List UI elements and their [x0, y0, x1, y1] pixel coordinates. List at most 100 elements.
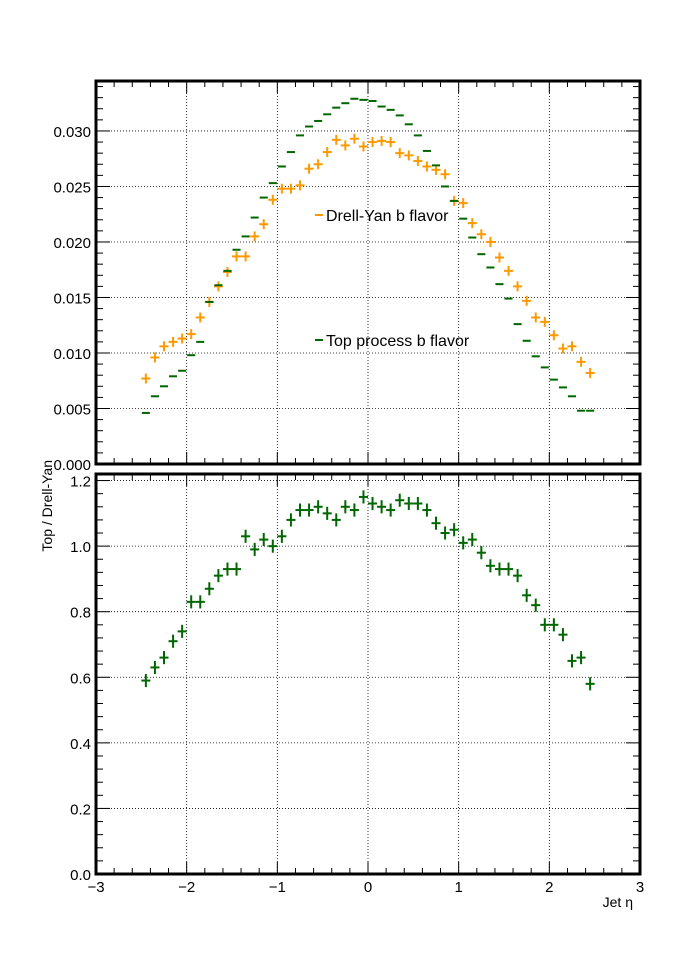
top-y-tick-label: 0.020: [53, 235, 91, 252]
data-point: [259, 533, 269, 547]
data-point: [250, 231, 260, 242]
data-point: [159, 651, 169, 665]
data-point: [440, 526, 450, 540]
data-point: [150, 660, 160, 674]
data-point: [368, 496, 378, 511]
data-point: [186, 329, 196, 340]
data-point: [195, 595, 205, 609]
distribution-panel: 0.000 0.005 0.010 0.015 0.020 0.025 0.030 Drel…: [53, 79, 642, 474]
data-point: [295, 503, 305, 517]
data-point: [485, 236, 495, 247]
y-axis-title-ratio: Top / Drell-Yan: [39, 460, 55, 552]
data-point: [232, 251, 242, 262]
data-point: [395, 493, 405, 507]
data-point: [232, 562, 242, 576]
top-y-tick-label: 0.000: [53, 457, 91, 474]
data-point: [259, 219, 269, 230]
data-point: [476, 546, 486, 560]
data-point: [277, 529, 287, 543]
data-point: [494, 252, 504, 263]
data-point: [250, 542, 260, 556]
data-point: [286, 513, 296, 527]
data-point: [168, 634, 178, 648]
data-point: [549, 618, 559, 632]
data-point: [540, 618, 550, 632]
data-point: [413, 155, 423, 166]
data-point: [549, 330, 559, 341]
data-point: [358, 490, 368, 504]
legend-entry-top-process: Top process b flavor: [315, 333, 470, 350]
x-tick-label: 0: [364, 879, 372, 896]
data-point: [531, 598, 541, 612]
data-point: [222, 562, 232, 576]
x-tick-labels: −3 −2 −1 0 1 2 3: [87, 879, 644, 896]
data-point: [458, 536, 468, 550]
data-point: [504, 562, 514, 576]
data-point: [531, 312, 541, 323]
bottom-y-tick-label: 0.0: [70, 867, 91, 884]
data-point: [304, 163, 314, 174]
bottom-y-tick-label: 0.4: [70, 736, 91, 753]
data-point: [340, 140, 350, 151]
bottom-plot-frame: [94, 472, 642, 876]
ratio-panel: 0.0 0.2 0.4 0.6 0.8 1.0 1.2 −3 −2 −1 0 1 2 3 Jet η T…: [39, 460, 644, 910]
data-point: [268, 539, 278, 553]
data-point: [467, 533, 477, 547]
data-point: [422, 503, 432, 517]
data-point: [377, 500, 387, 514]
bottom-y-tick-label: 0.8: [70, 605, 91, 622]
data-point: [204, 582, 214, 596]
data-point: [195, 312, 205, 323]
data-point: [513, 281, 523, 292]
data-point: [576, 356, 586, 367]
data-point: [558, 343, 568, 354]
series-drell-yan-b-flavor: [141, 133, 595, 384]
data-point: [431, 164, 441, 175]
data-point: [404, 150, 414, 161]
data-point: [277, 183, 287, 194]
x-tick-label: 2: [545, 879, 553, 896]
data-point: [322, 147, 332, 158]
x-axis-title: Jet η: [603, 894, 633, 910]
top-y-tick-label: 0.030: [53, 124, 91, 141]
data-point: [431, 516, 441, 530]
legend-label-drell-yan: Drell-Yan b flavor: [326, 208, 449, 225]
data-point: [313, 500, 323, 514]
data-point: [349, 133, 359, 144]
data-point: [458, 198, 468, 209]
data-point: [186, 595, 196, 609]
data-point: [150, 352, 160, 363]
x-tick-label: 3: [636, 879, 644, 896]
bottom-y-tick-label: 1.0: [70, 539, 91, 556]
top-grid: [96, 81, 640, 464]
data-point: [368, 137, 378, 148]
series-top-process-b-flavor: [141, 97, 595, 414]
data-point: [268, 194, 278, 205]
data-point: [177, 624, 187, 638]
data-point: [295, 180, 305, 191]
data-point: [467, 218, 477, 229]
data-point: [349, 503, 359, 517]
data-point: [168, 336, 178, 347]
data-point: [576, 651, 586, 665]
x-tick-label: −2: [178, 879, 195, 896]
data-point: [141, 674, 151, 688]
x-tick-label: −3: [87, 879, 104, 896]
legend: Drell-Yan b flavor Top process b flavor: [315, 208, 470, 350]
data-point: [213, 281, 223, 292]
data-point: [494, 562, 504, 576]
data-point: [386, 503, 396, 517]
data-point: [476, 229, 486, 240]
bottom-y-tick-label: 0.2: [70, 801, 91, 818]
data-point: [304, 503, 314, 517]
data-point: [177, 333, 187, 344]
top-y-tick-label: 0.010: [53, 346, 91, 363]
data-point: [358, 141, 368, 152]
data-point: [585, 677, 595, 691]
data-point: [522, 295, 532, 306]
legend-entry-drell-yan: Drell-Yan b flavor: [315, 208, 449, 225]
data-point: [313, 159, 323, 170]
data-point: [440, 169, 450, 180]
data-point: [331, 134, 341, 145]
bottom-y-tick-labels: 0.0 0.2 0.4 0.6 0.8 1.0 1.2: [70, 474, 91, 884]
